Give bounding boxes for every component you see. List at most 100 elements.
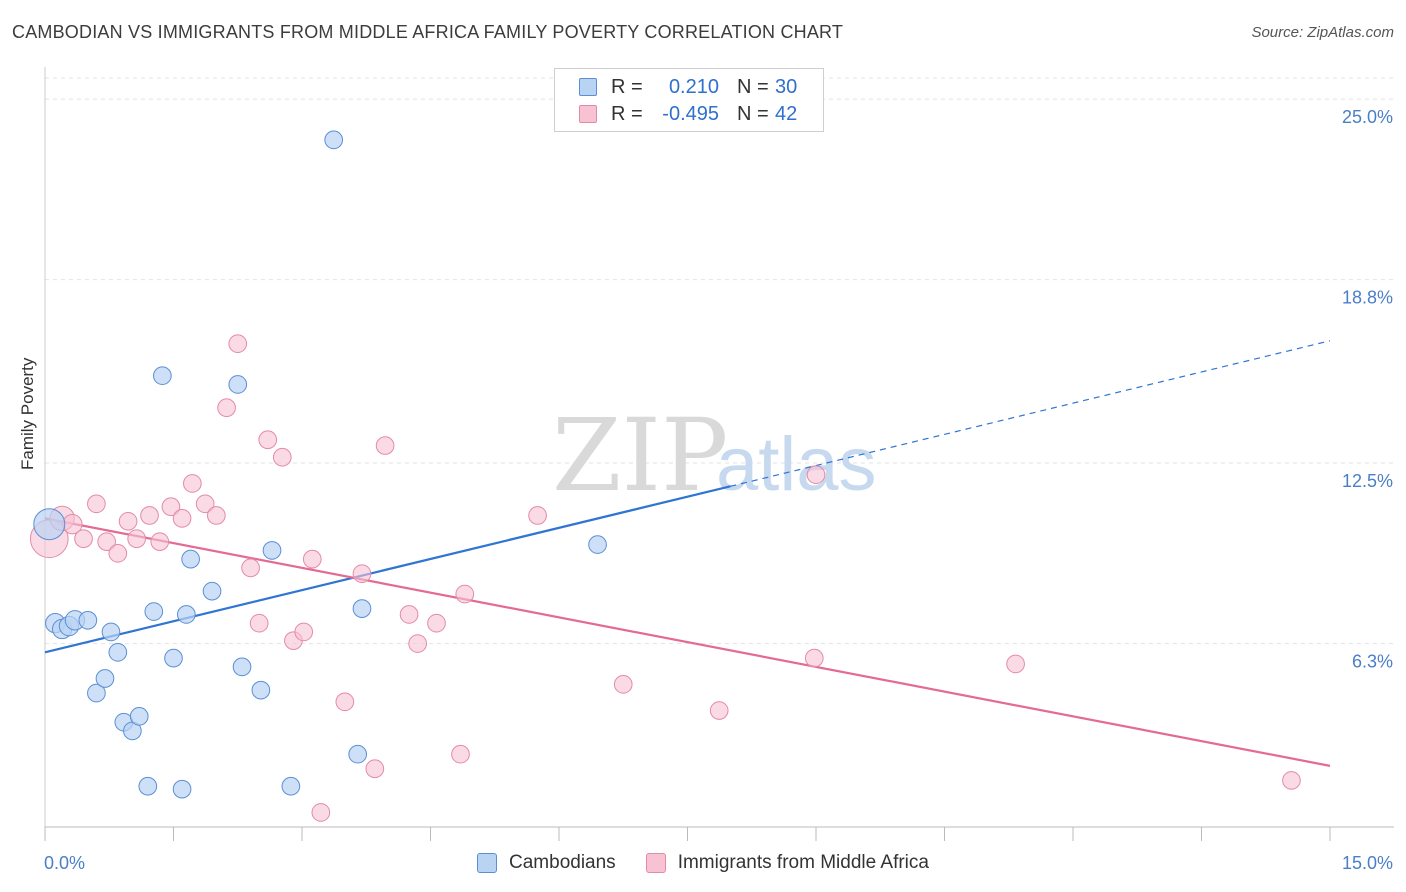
point-cambodians <box>202 581 222 601</box>
legend-label-cambodians: Cambodians <box>509 852 616 873</box>
point-middle-africa <box>241 558 260 578</box>
point-middle-africa <box>183 474 202 493</box>
point-middle-africa <box>365 759 385 779</box>
point-middle-africa <box>207 506 226 525</box>
axes <box>44 67 1394 841</box>
point-middle-africa <box>118 511 138 531</box>
point-middle-africa <box>161 497 181 517</box>
y-tick-label: 25.0% <box>1342 107 1393 127</box>
y-tick-label: 6.3% <box>1352 652 1393 672</box>
legend-r-label: R = <box>611 102 643 125</box>
point-middle-africa <box>335 692 355 712</box>
legend-n-value: 30 <box>775 75 798 98</box>
x-tick-label: 15.0% <box>1342 853 1393 873</box>
point-middle-africa <box>1282 771 1301 790</box>
legend-swatch-blue <box>579 78 597 96</box>
legend-item-cambodians[interactable]: Cambodians <box>477 852 616 874</box>
data-points <box>29 130 1301 822</box>
trend-line-cambodians <box>44 485 731 654</box>
point-middle-africa <box>108 543 128 563</box>
point-middle-africa <box>87 494 106 514</box>
point-middle-africa <box>74 529 93 549</box>
point-cambodians <box>108 642 128 662</box>
legend-swatch-blue <box>477 853 498 873</box>
point-cambodians <box>153 366 172 386</box>
point-cambodians <box>144 602 164 621</box>
point-cambodians <box>95 669 115 688</box>
point-middle-africa <box>195 494 215 514</box>
point-cambodians <box>138 776 158 796</box>
point-cambodians <box>78 610 98 630</box>
legend-box: R = 0.210 N = 30 R = -0.495 N = 42 <box>554 68 824 132</box>
point-middle-africa <box>97 532 117 552</box>
point-cambodians <box>281 776 301 796</box>
point-middle-africa <box>294 622 314 642</box>
point-cambodians <box>33 508 66 541</box>
point-cambodians <box>177 605 196 624</box>
legend-row-middle-africa: R = -0.495 N = 42 <box>579 101 797 127</box>
point-middle-africa <box>709 701 729 720</box>
legend-label-middle-africa: Immigrants from Middle Africa <box>677 852 929 873</box>
point-cambodians <box>172 779 192 799</box>
point-middle-africa <box>613 675 633 694</box>
point-middle-africa <box>258 430 278 450</box>
point-middle-africa <box>127 529 146 549</box>
point-middle-africa <box>399 605 419 624</box>
point-middle-africa <box>272 447 292 467</box>
chart-title: CAMBODIAN VS IMMIGRANTS FROM MIDDLE AFRI… <box>12 22 844 42</box>
watermark-atlas: atlas <box>716 422 877 507</box>
point-middle-africa <box>217 398 236 418</box>
legend-r-value: -0.495 <box>662 102 719 125</box>
point-middle-africa <box>302 549 322 569</box>
point-cambodians <box>129 707 149 726</box>
point-middle-africa <box>228 334 248 354</box>
point-middle-africa <box>408 634 427 653</box>
point-middle-africa <box>311 803 331 822</box>
point-cambodians <box>101 622 121 642</box>
point-middle-africa <box>804 648 824 668</box>
bottom-legend: Cambodians Immigrants from Middle Africa <box>0 852 1406 874</box>
point-middle-africa <box>427 613 446 633</box>
point-cambodians <box>232 657 252 677</box>
legend-swatch-pink <box>579 105 597 123</box>
point-middle-africa <box>528 506 547 525</box>
legend-n-label: N = <box>737 102 769 125</box>
source-label: Source: ZipAtlas.com <box>1251 24 1394 41</box>
point-middle-africa <box>150 532 170 552</box>
watermark-zip: ZIP <box>552 397 728 514</box>
point-cambodians <box>87 683 106 703</box>
point-cambodians <box>352 599 372 618</box>
point-middle-africa <box>375 436 395 455</box>
y-tick-label: 12.5% <box>1342 471 1393 491</box>
legend-n-label: N = <box>737 75 769 98</box>
point-cambodians <box>164 648 183 668</box>
trend-lines <box>44 340 1331 767</box>
point-cambodians <box>324 130 344 150</box>
point-middle-africa <box>352 564 372 584</box>
point-middle-africa <box>1006 654 1025 674</box>
point-cambodians <box>348 744 368 764</box>
point-middle-africa <box>451 744 470 764</box>
legend-row-cambodians: R = 0.210 N = 30 <box>579 74 797 100</box>
y-tick-label: 18.8% <box>1342 288 1393 308</box>
legend-r-value: 0.210 <box>668 75 719 98</box>
legend-item-middle-africa[interactable]: Immigrants from Middle Africa <box>645 852 929 874</box>
x-tick-label: 0.0% <box>44 853 85 873</box>
legend-n-value: 42 <box>775 102 798 125</box>
point-cambodians <box>228 375 248 394</box>
point-middle-africa <box>172 509 192 528</box>
trend-line-middle-africa <box>44 517 1331 767</box>
tick-labels: 6.3% 12.5% 18.8% 25.0% 0.0% 15.0% <box>44 107 1393 873</box>
point-middle-africa <box>249 613 269 633</box>
point-middle-africa <box>806 465 826 485</box>
point-cambodians <box>251 680 271 700</box>
point-cambodians <box>262 541 282 560</box>
point-middle-africa <box>140 506 159 525</box>
watermark: ZIP atlas <box>552 397 877 514</box>
point-middle-africa <box>455 584 475 604</box>
trend-line-cambodians-extension <box>730 340 1331 487</box>
legend-swatch-pink <box>645 853 666 873</box>
legend-r-label: R = <box>611 75 643 98</box>
point-cambodians <box>181 549 200 569</box>
